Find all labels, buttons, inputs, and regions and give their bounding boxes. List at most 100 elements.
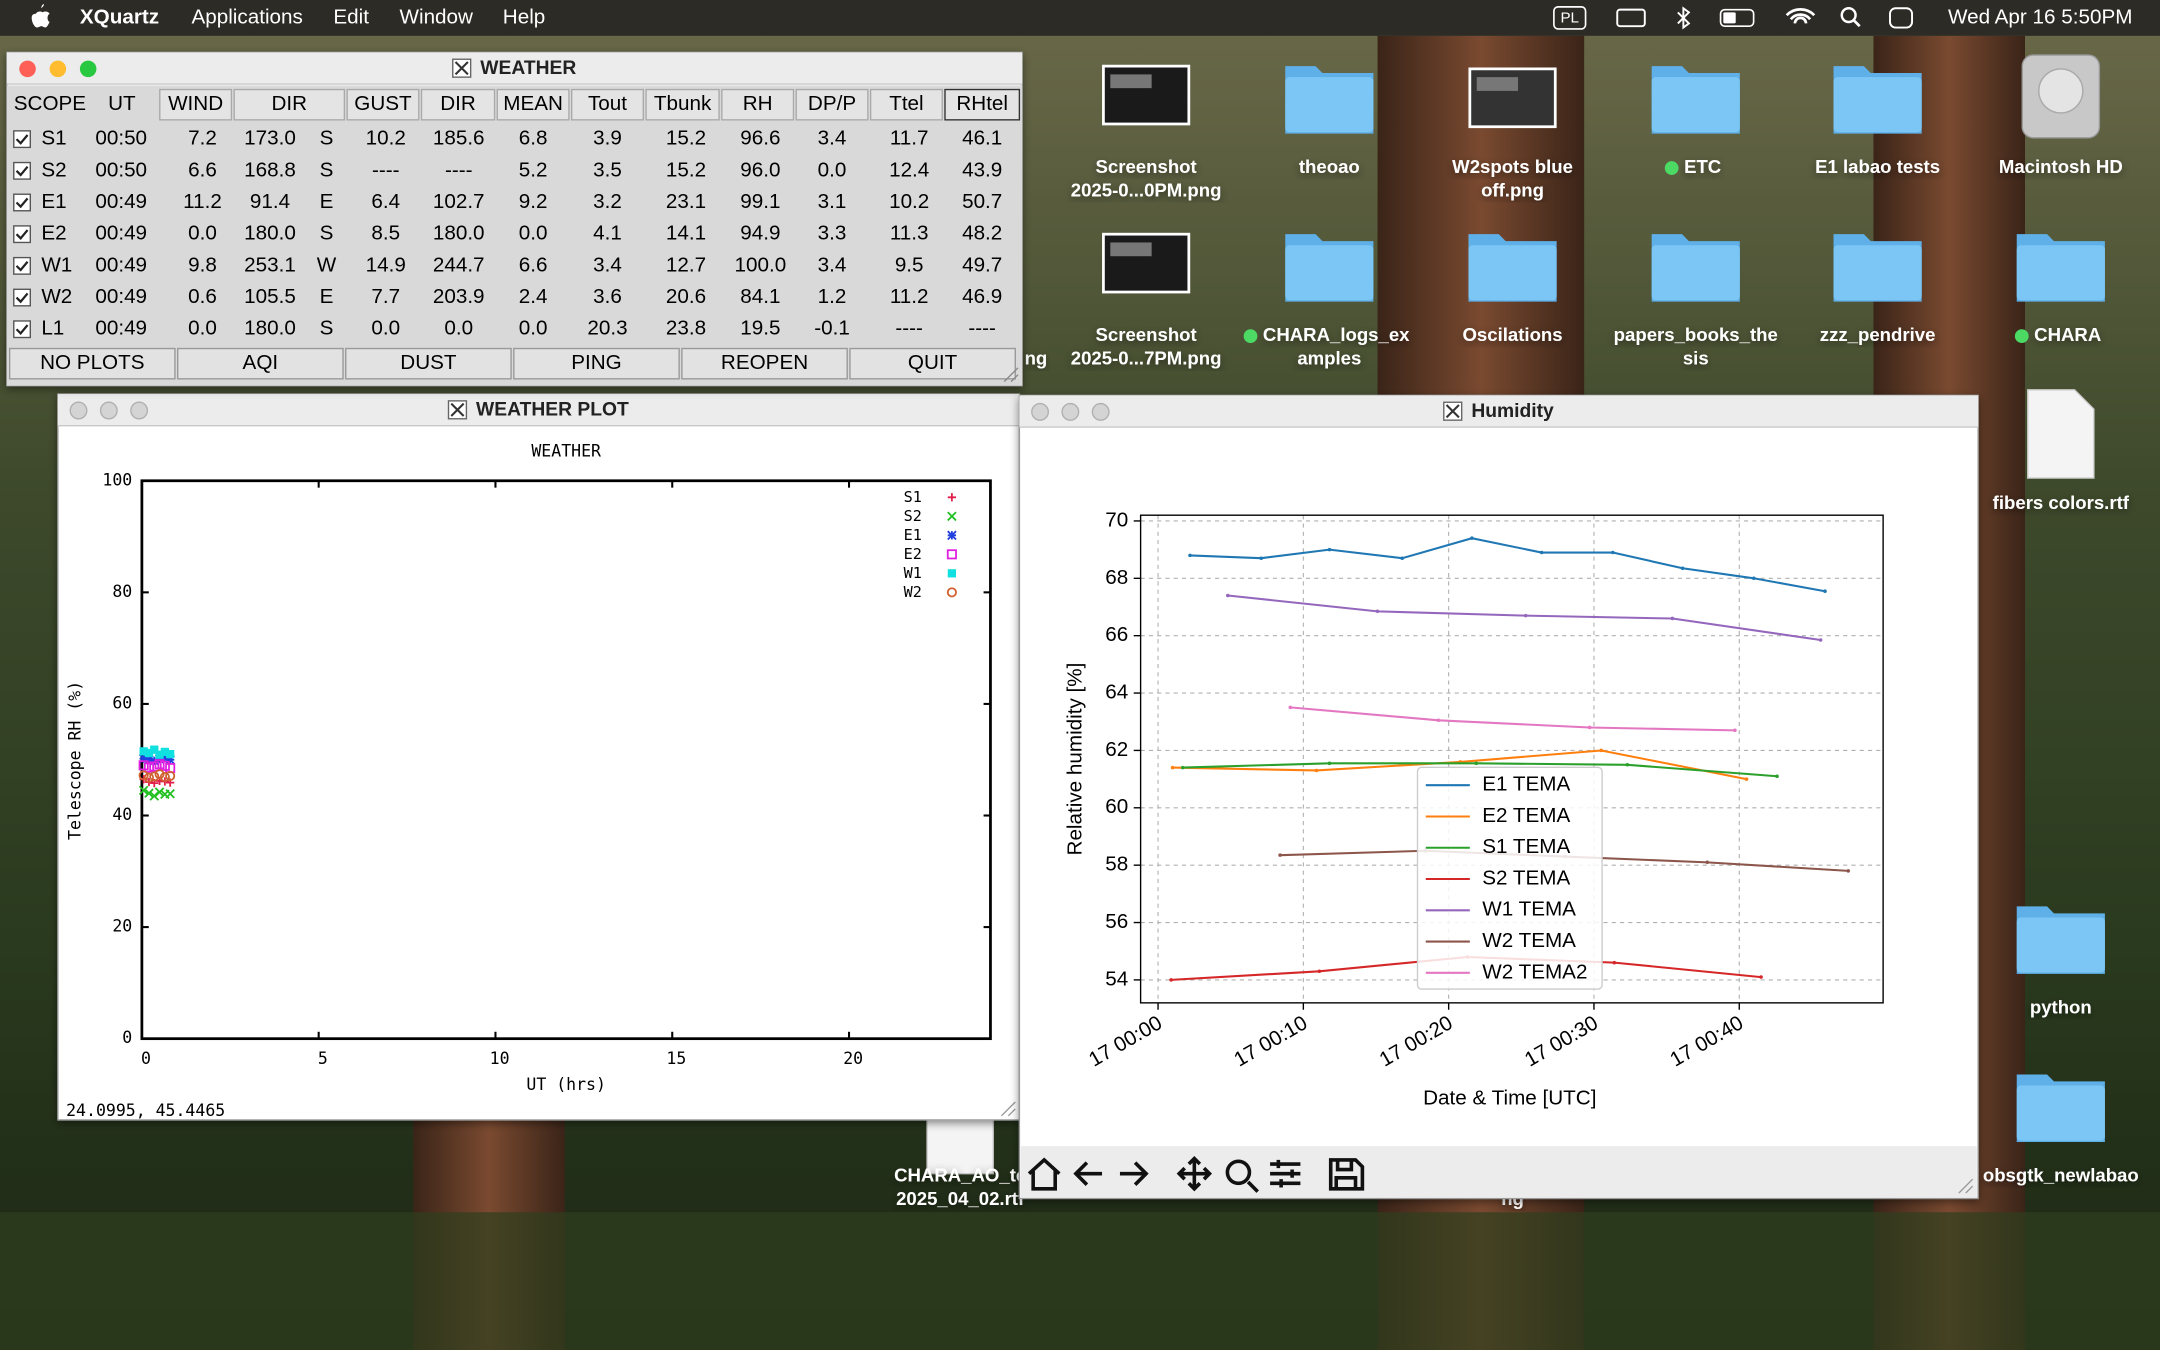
checkbox[interactable]	[13, 288, 31, 307]
configure-button[interactable]	[1270, 1159, 1301, 1188]
point	[947, 530, 957, 541]
button[interactable]	[345, 347, 512, 380]
checkbox[interactable]	[13, 320, 31, 339]
desktop-icon[interactable]: theoao	[1285, 66, 1374, 177]
cell: 9.2	[519, 190, 548, 213]
clock[interactable]: Wed Apr 16 5:50PM	[1948, 5, 2132, 28]
minimize-button[interactable]	[99, 401, 118, 420]
checkbox[interactable]	[13, 256, 31, 275]
desktop-icon[interactable]: zzz_pendrive	[1820, 234, 1936, 345]
forward-button[interactable]	[1119, 1161, 1149, 1186]
minimize-button[interactable]	[49, 60, 67, 78]
column-header[interactable]	[869, 88, 943, 121]
column-header[interactable]	[570, 88, 645, 121]
minimize-button[interactable]	[1061, 402, 1080, 421]
column-header[interactable]	[420, 88, 496, 121]
cell: 253.1	[244, 253, 296, 276]
bluetooth-icon[interactable]	[1677, 6, 1691, 30]
input-source[interactable]: PL	[1560, 10, 1579, 27]
close-button[interactable]	[69, 401, 88, 420]
column-header[interactable]	[346, 88, 420, 121]
cell: 1.2	[818, 285, 847, 308]
desktop-icon[interactable]: python	[2016, 906, 2105, 1017]
cell: 3.3	[818, 222, 847, 245]
pan-button[interactable]	[1176, 1155, 1213, 1192]
column-header[interactable]	[645, 88, 720, 121]
input-source-box[interactable]	[1553, 6, 1587, 30]
save-button[interactable]	[1328, 1158, 1365, 1191]
desktop-icon[interactable]: E1 labao tests	[1815, 66, 1940, 177]
desktop-icon[interactable]: ETC	[1651, 66, 1740, 177]
checkbox[interactable]	[13, 130, 31, 149]
zoom-button[interactable]	[79, 60, 97, 78]
desktop-icon[interactable]: Oscilations	[1462, 234, 1563, 345]
home-button[interactable]	[1027, 1157, 1061, 1191]
point	[1470, 536, 1474, 540]
menu-item[interactable]: Edit	[333, 5, 369, 28]
thumbnail-content	[1110, 74, 1152, 89]
column-header[interactable]	[233, 88, 346, 121]
control-center-icon[interactable]	[1889, 7, 1914, 29]
cell: ----	[968, 317, 996, 340]
cell: 19.5	[740, 317, 780, 340]
button[interactable]	[8, 347, 176, 380]
button[interactable]	[513, 347, 680, 380]
close-button[interactable]	[1031, 402, 1050, 421]
cell: 00:50	[95, 158, 147, 181]
app-menu[interactable]: XQuartz	[80, 5, 159, 28]
button[interactable]	[177, 347, 344, 380]
desktop-icon[interactable]: obsgtk_newlabao	[1983, 1074, 2139, 1185]
header-label: Tout	[588, 92, 627, 115]
checkbox[interactable]	[13, 161, 31, 180]
cell: 6.4	[371, 190, 400, 213]
resize-grip	[1003, 367, 1019, 383]
folder-front	[2016, 1085, 2105, 1141]
desktop-icon[interactable]: Macintosh HD	[1999, 54, 2123, 177]
apple-logo[interactable]	[31, 4, 50, 28]
desktop-icon[interactable]: CHARA	[2014, 234, 2105, 345]
point	[1733, 728, 1737, 733]
menu-item[interactable]: Applications	[191, 5, 302, 28]
checkbox[interactable]	[13, 225, 31, 244]
cell: 7.2	[188, 127, 217, 150]
zoom-button[interactable]	[1225, 1159, 1259, 1193]
wifi-icon[interactable]	[1785, 8, 1816, 24]
cell: 10.2	[366, 127, 406, 150]
cell: 0.0	[519, 222, 548, 245]
menu-item[interactable]: Help	[503, 5, 545, 28]
point	[154, 759, 165, 770]
close-button[interactable]	[19, 60, 36, 78]
column-header[interactable]	[721, 88, 795, 121]
point	[1539, 550, 1544, 555]
folder-front	[1285, 245, 1374, 301]
cell: 46.9	[962, 285, 1002, 308]
column-header[interactable]	[795, 88, 869, 121]
zoom-button[interactable]	[1091, 402, 1110, 421]
column-header[interactable]	[159, 88, 233, 121]
disk-platter	[2038, 68, 2084, 114]
button[interactable]	[849, 347, 1016, 380]
zoom-button[interactable]	[130, 401, 149, 420]
keyboard-icon[interactable]	[1616, 8, 1646, 28]
window-title: Humidity	[1471, 401, 1554, 422]
checkbox[interactable]	[13, 193, 31, 212]
desktop-icon[interactable]: fibers colors.rtf	[1993, 389, 2130, 513]
battery-icon[interactable]	[1719, 8, 1755, 27]
scope-name: W2	[41, 285, 72, 308]
y-tick-label: 20	[112, 917, 132, 936]
cell: E	[320, 285, 334, 308]
button[interactable]	[681, 347, 848, 380]
menu-item[interactable]: Window	[399, 5, 473, 28]
column-header[interactable]	[944, 88, 1021, 121]
cell: 46.1	[962, 127, 1002, 150]
search-icon[interactable]	[1840, 7, 1857, 24]
checkmark	[15, 229, 29, 240]
column-header[interactable]	[496, 88, 570, 121]
desktop-icon[interactable]: ng	[1025, 347, 1048, 368]
back-button[interactable]	[1073, 1161, 1103, 1186]
